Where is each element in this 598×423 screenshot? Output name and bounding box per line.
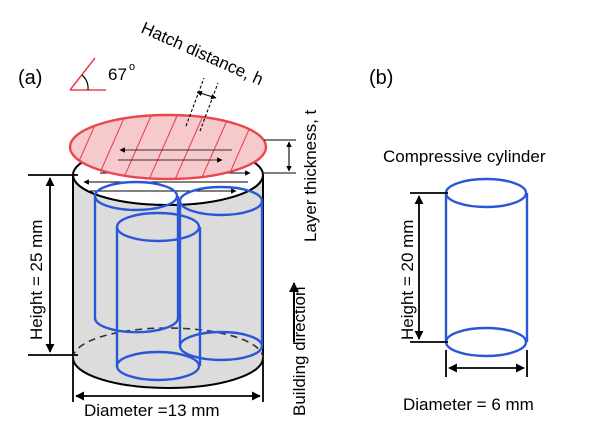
diameter-label: Diameter =13 mm <box>84 401 220 420</box>
panel-b-height-label: Height = 20 mm <box>398 220 417 340</box>
compressive-cylinder-title: Compressive cylinder <box>383 147 546 166</box>
scan-angle-indicator: 67 o <box>69 57 135 91</box>
panel-b-label: (b) <box>369 67 393 89</box>
hatch-distance-label: Hatch distance, h <box>138 18 266 89</box>
specimen-back-left <box>93 180 180 334</box>
height-dimension <box>28 174 78 356</box>
layer-thickness-indicator <box>264 139 296 174</box>
diameter-dimension <box>72 360 264 402</box>
layer-thickness-label: Layer thickness, t <box>301 109 320 242</box>
degree-symbol: o <box>129 61 135 73</box>
height-label: Height = 25 mm <box>27 220 46 340</box>
panel-b-diameter-dimension <box>445 350 528 377</box>
hatch-distance-indicator <box>185 77 219 132</box>
specimen-cylinders <box>93 180 264 382</box>
compressive-cylinder <box>444 177 529 358</box>
angle-value: 67 <box>108 65 127 84</box>
panel-b-diameter-label: Diameter = 6 mm <box>403 395 534 414</box>
panel-b-height-dimension <box>410 192 448 343</box>
specimen-back-right <box>178 185 264 362</box>
cylinder-hidden-bottom-edge <box>72 327 264 359</box>
building-direction-label: Building direction <box>290 287 309 416</box>
specimen-front <box>115 211 202 382</box>
panel-a-label: (a) <box>18 67 42 89</box>
